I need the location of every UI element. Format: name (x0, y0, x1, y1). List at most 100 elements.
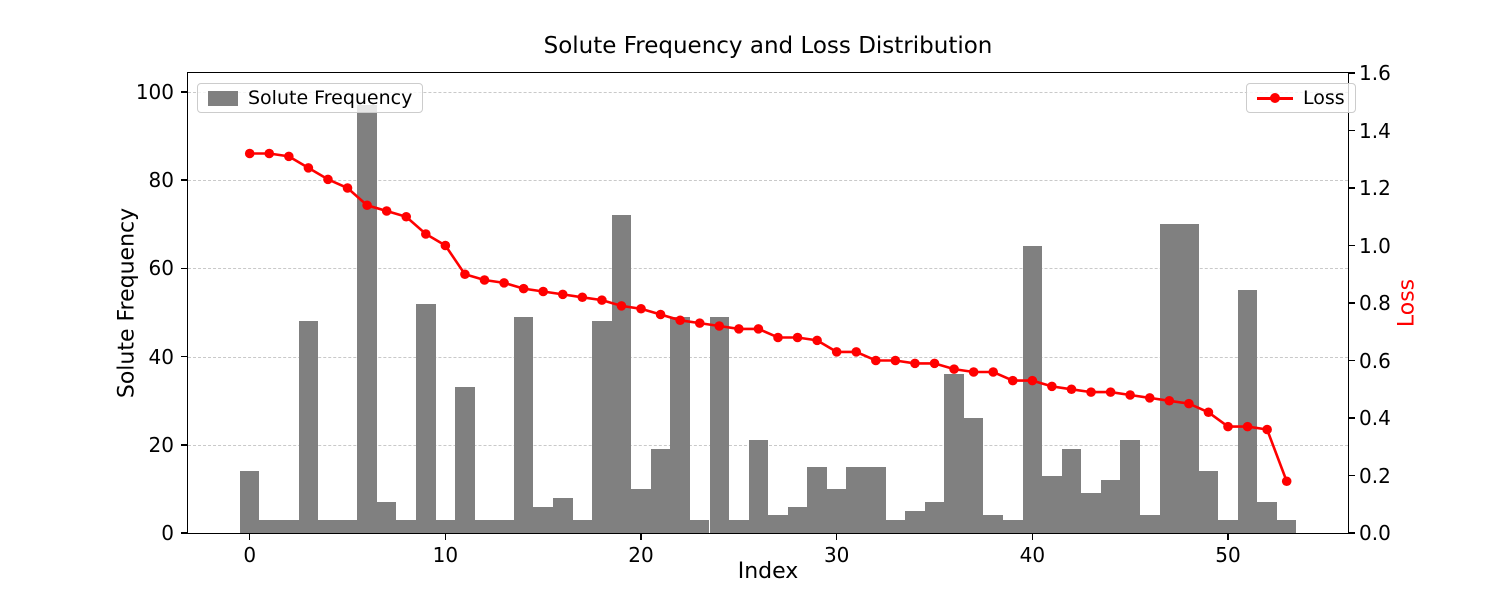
bar-44 (1100, 480, 1121, 533)
bar-34 (905, 510, 925, 533)
x-axis-label: Index (737, 559, 799, 584)
loss-marker-12 (479, 275, 490, 285)
loss-marker-42 (1066, 384, 1077, 395)
y-axis-label-right: Loss (1394, 278, 1420, 328)
loss-marker-41 (1047, 381, 1057, 392)
y-right-tick-1 (1348, 244, 1355, 247)
loss-marker-18 (597, 295, 607, 305)
bar-16 (552, 497, 573, 533)
legend-bar-swatch (208, 90, 238, 106)
bar-28 (787, 506, 808, 533)
loss-marker-32 (871, 355, 881, 366)
y-left-ticklabel-100: 100 (135, 79, 174, 104)
bar-18 (592, 321, 612, 533)
loss-marker-1 (264, 148, 275, 159)
bar-11 (455, 387, 475, 533)
y-left-tick-40 (181, 355, 188, 358)
loss-marker-39 (1007, 375, 1018, 386)
bar-30 (826, 488, 847, 533)
x-tick-50 (1227, 533, 1229, 540)
bar-42 (1061, 449, 1082, 533)
loss-marker-8 (401, 211, 412, 222)
loss-marker-10 (440, 240, 451, 251)
bar-9 (416, 303, 436, 533)
loss-marker-28 (792, 332, 803, 343)
bar-49 (1198, 471, 1219, 533)
y-right-tick-0.8 (1348, 302, 1355, 304)
legend-line-label: Loss (1303, 87, 1345, 109)
bar-38 (983, 515, 1003, 533)
loss-marker-2 (284, 151, 294, 162)
loss-marker-31 (851, 347, 862, 357)
y-left-ticklabel-20: 20 (148, 432, 174, 457)
bar-22 (670, 316, 690, 533)
loss-marker-7 (381, 206, 392, 216)
y-left-ticklabel-60: 60 (148, 256, 174, 281)
y-right-tick-1.6 (1348, 72, 1355, 74)
y-right-tick-0.4 (1348, 417, 1355, 419)
loss-marker-6 (362, 200, 372, 211)
loss-marker-44 (1105, 387, 1116, 397)
bar-45 (1120, 440, 1140, 533)
x-tick-40 (1031, 533, 1034, 540)
bar-37 (963, 418, 984, 533)
y-right-tick-0.6 (1348, 359, 1355, 362)
y-right-ticklabel-0.2: 0.2 (1359, 463, 1391, 488)
y-left-tick-80 (181, 179, 188, 181)
loss-marker-14 (518, 283, 529, 294)
bar-1 (259, 519, 280, 533)
loss-marker-43 (1086, 387, 1096, 397)
bar-2 (279, 519, 299, 533)
loss-line (244, 148, 1292, 487)
loss-marker-15 (538, 286, 548, 297)
bar-17 (572, 519, 593, 533)
y-left-ticklabel-80: 80 (148, 168, 174, 193)
legend-loss: Loss (1246, 83, 1356, 113)
y-right-ticklabel-1.4: 1.4 (1359, 118, 1391, 143)
legend-solute-frequency: Solute Frequency (197, 83, 424, 113)
loss-marker-26 (753, 324, 764, 334)
bar-6 (357, 105, 377, 533)
bar-40 (1022, 246, 1043, 533)
loss-marker-45 (1125, 390, 1135, 400)
bar-33 (885, 519, 906, 533)
bar-24 (709, 316, 730, 533)
chart-title: Solute Frequency and Loss Distribution (543, 33, 993, 59)
y-right-ticklabel-1.6: 1.6 (1359, 61, 1391, 85)
bar-31 (846, 466, 867, 533)
bar-36 (944, 374, 964, 533)
loss-marker-23 (694, 318, 705, 328)
loss-marker-35 (929, 358, 940, 369)
bar-48 (1179, 224, 1199, 533)
bar-23 (689, 519, 710, 533)
loss-marker-33 (890, 355, 901, 366)
y-left-tick-20 (181, 444, 188, 446)
gridline-y80 (188, 180, 1348, 182)
plot-area (187, 72, 1349, 534)
bar-15 (533, 506, 553, 533)
y-right-tick-0 (1348, 532, 1355, 534)
gridline-y40 (188, 356, 1348, 358)
x-tick-0 (248, 533, 251, 540)
loss-marker-48 (1184, 398, 1194, 409)
y-right-ticklabel-1: 1.0 (1359, 233, 1391, 258)
x-tick-30 (835, 533, 838, 540)
x-ticklabel-0: 0 (243, 543, 257, 567)
y-right-ticklabel-0: 0.0 (1359, 521, 1391, 545)
legend-line-marker (1270, 93, 1280, 103)
y-left-tick-60 (181, 267, 188, 270)
bar-46 (1139, 515, 1160, 533)
y-right-tick-0.2 (1348, 474, 1355, 477)
loss-marker-38 (988, 367, 999, 377)
bar-50 (1218, 519, 1238, 533)
bar-13 (494, 519, 514, 533)
bar-32 (866, 466, 886, 533)
y-right-ticklabel-0.8: 0.8 (1359, 291, 1391, 315)
bar-5 (337, 519, 358, 533)
bar-8 (396, 519, 416, 533)
x-ticklabel-30: 30 (823, 543, 850, 567)
loss-marker-17 (577, 292, 588, 303)
bar-12 (474, 519, 495, 533)
x-tick-10 (444, 533, 447, 540)
bar-26 (748, 440, 769, 533)
